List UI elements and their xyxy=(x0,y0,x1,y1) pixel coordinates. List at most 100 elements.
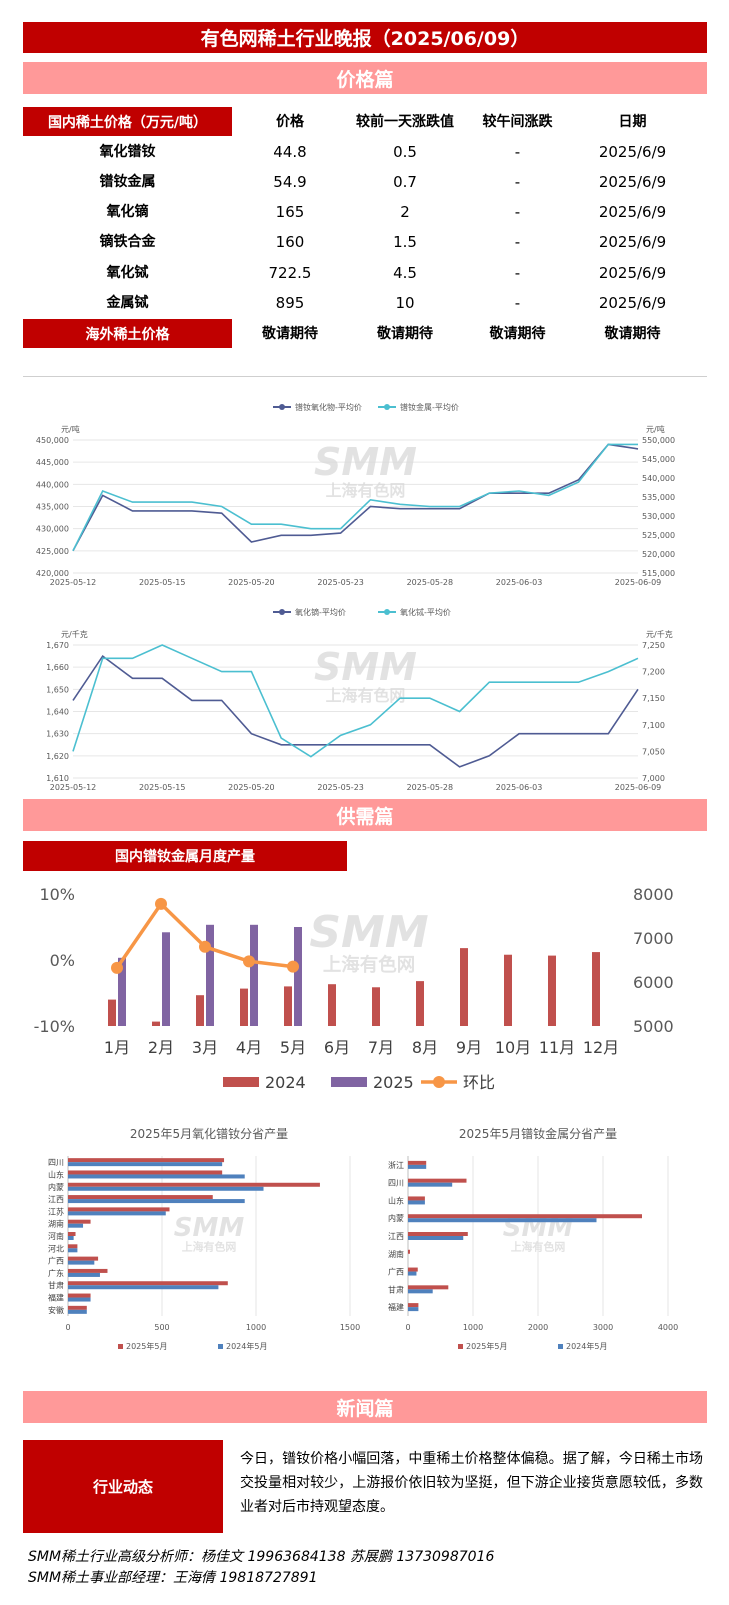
bar-2024年5月 xyxy=(408,1164,427,1169)
price-row-name: 氧化镨钕 xyxy=(99,144,156,160)
price-row-name: 氧化镝 xyxy=(106,204,149,220)
y-tick-right: 5000 xyxy=(633,1017,674,1036)
bar-2024年5月 xyxy=(68,1199,245,1204)
bar-2024年5月 xyxy=(68,1162,223,1167)
col-header-noon: 较午间涨跌 xyxy=(482,114,553,130)
bar-2025年5月 xyxy=(68,1170,223,1175)
price-row-name: 镝铁合金 xyxy=(99,234,156,250)
bar-2024 xyxy=(372,987,380,1026)
watermark-logo: SMM xyxy=(174,1213,245,1243)
y-tick-right: 535,000 xyxy=(642,493,675,502)
overseas-value: 敬请期待 xyxy=(489,326,546,342)
bar-2025 xyxy=(162,932,170,1026)
legend-swatch xyxy=(331,1077,367,1087)
bar-2025年5月 xyxy=(408,1214,642,1219)
category-label: 福建 xyxy=(388,1302,404,1312)
bar-2024年5月 xyxy=(408,1271,417,1276)
x-tick: 1月 xyxy=(104,1038,130,1057)
x-tick: 2000 xyxy=(528,1323,548,1332)
x-tick: 11月 xyxy=(539,1038,575,1057)
analyst-contact: SMM稀土行业高级分析师：杨佳文 19963684138 苏展鹏 1373098… xyxy=(28,1549,495,1565)
bar-2024年5月 xyxy=(68,1186,264,1191)
price-row-noon: - xyxy=(514,203,521,221)
price-row-value: 895 xyxy=(275,294,305,312)
price-row-date: 2025/6/9 xyxy=(598,294,667,312)
y-tick-right: 7,100 xyxy=(642,721,665,730)
y-tick-right: 525,000 xyxy=(642,531,675,540)
y-tick-right: 7000 xyxy=(633,929,674,948)
x-tick: 2025-05-20 xyxy=(228,783,275,792)
unit-right: 元/千克 xyxy=(646,629,673,639)
x-tick: 4000 xyxy=(658,1323,678,1332)
x-tick: 12月 xyxy=(583,1038,619,1057)
watermark-logo: SMM xyxy=(314,645,417,689)
category-label: 湖南 xyxy=(48,1219,64,1229)
news-label: 行业动态 xyxy=(23,1440,223,1533)
unit-left: 元/吨 xyxy=(61,424,80,434)
x-tick: 2025-05-12 xyxy=(50,578,97,587)
bar-2024 xyxy=(504,954,512,1026)
bar-2025年5月 xyxy=(68,1207,170,1212)
unit-left: 元/千克 xyxy=(61,629,88,639)
category-label: 内蒙 xyxy=(48,1182,64,1192)
mom-point xyxy=(199,940,211,953)
bar-2024年5月 xyxy=(68,1309,87,1314)
category-label: 江苏 xyxy=(48,1206,64,1216)
price-row-date: 2025/6/9 xyxy=(598,173,667,191)
mom-point xyxy=(287,960,299,973)
series-line xyxy=(72,443,638,552)
col-header-price: 价格 xyxy=(276,114,304,130)
legend-label: 镨钕金属-平均价 xyxy=(400,402,459,412)
y-tick-right: 6000 xyxy=(633,973,674,992)
x-tick: 2025-05-15 xyxy=(139,578,186,587)
bar-2024年5月 xyxy=(68,1260,95,1265)
x-tick: 2025-06-03 xyxy=(496,578,543,587)
category-label: 内蒙 xyxy=(388,1213,404,1223)
legend-label: 2024年5月 xyxy=(226,1341,267,1351)
legend-label: 2024年5月 xyxy=(566,1341,607,1351)
category-label: 福建 xyxy=(48,1293,64,1303)
price-row-change: 0.7 xyxy=(393,173,417,191)
category-label: 浙江 xyxy=(388,1160,404,1170)
x-tick: 2025-05-28 xyxy=(407,783,454,792)
x-tick: 3月 xyxy=(192,1038,218,1057)
price-row-noon: - xyxy=(514,264,521,282)
x-tick: 0 xyxy=(405,1323,410,1332)
bar-2024年5月 xyxy=(408,1182,453,1187)
mom-point xyxy=(111,961,123,974)
section-supply-title: 供需篇 xyxy=(23,799,707,831)
price-row-value: 54.9 xyxy=(273,173,307,191)
watermark-name: 上海有色网 xyxy=(326,686,406,705)
category-label: 广东 xyxy=(48,1268,64,1278)
y-tick-right: 530,000 xyxy=(642,512,675,521)
legend-marker xyxy=(384,609,390,615)
bar-2024 xyxy=(108,999,116,1026)
price-row-date: 2025/6/9 xyxy=(598,264,667,282)
legend-marker xyxy=(279,404,285,410)
y-tick-left: 1,610 xyxy=(46,774,69,783)
price-row-name: 镨钕金属 xyxy=(99,174,156,190)
y-tick-right: 7,250 xyxy=(642,641,665,650)
watermark-logo: SMM xyxy=(309,907,428,958)
price-row-change: 1.5 xyxy=(393,233,417,251)
series-line xyxy=(72,654,639,768)
price-row-name: 氧化铽 xyxy=(106,265,149,281)
mom-point xyxy=(155,897,167,910)
bar-2025年5月 xyxy=(408,1285,449,1290)
y-tick-right: 7,200 xyxy=(642,668,665,677)
y-tick-left: 440,000 xyxy=(36,480,69,489)
y-tick-right: 7,050 xyxy=(642,747,665,756)
bar-2025 xyxy=(294,927,302,1026)
x-tick: 9月 xyxy=(456,1038,482,1057)
chart-title: 2025年5月氧化镨钕分省产量 xyxy=(130,1126,288,1141)
series-line xyxy=(72,443,639,552)
x-tick: 2月 xyxy=(148,1038,174,1057)
price-row-name: 金属铽 xyxy=(106,295,149,311)
x-tick: 500 xyxy=(154,1323,169,1332)
bar-2024年5月 xyxy=(68,1248,78,1253)
bar-2025年5月 xyxy=(68,1268,108,1273)
